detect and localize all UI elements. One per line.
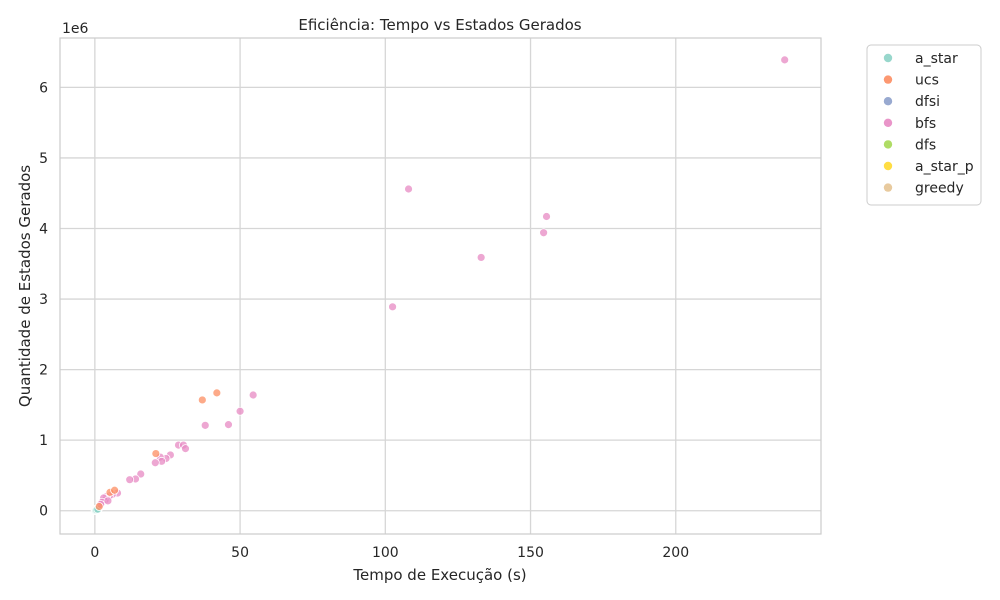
data-point-bfs xyxy=(200,420,210,430)
data-point-ucs xyxy=(94,502,104,511)
data-point-bfs xyxy=(235,406,245,416)
legend-frame xyxy=(866,44,982,206)
y-tick-label: 5 xyxy=(39,151,48,167)
x-tick-label: 50 xyxy=(231,545,249,561)
legend-label-bfs: bfs xyxy=(915,116,936,132)
legend-label-a_star: a_star xyxy=(915,51,958,67)
y-tick-label: 6 xyxy=(39,80,48,96)
legend-label-dfs: dfs xyxy=(915,137,936,153)
x-tick-label: 0 xyxy=(90,545,99,561)
data-point-bfs xyxy=(224,420,233,430)
x-tick-label: 150 xyxy=(517,545,544,561)
y-tick-label: 0 xyxy=(39,504,48,520)
data-point-ucs xyxy=(197,395,207,405)
legend-label-ucs: ucs xyxy=(915,73,939,89)
data-point-ucs xyxy=(110,485,120,495)
x-tick-label: 200 xyxy=(662,545,689,561)
data-point-bfs xyxy=(125,475,135,485)
legend-marker-ucs xyxy=(883,75,893,84)
legend-label-a_star_p: a_star_p xyxy=(915,159,974,175)
legend-marker-bfs xyxy=(883,118,893,128)
chart-title: Eficiência: Tempo vs Estados Gerados xyxy=(298,16,581,34)
data-point-bfs xyxy=(476,253,486,262)
x-axis-label: Tempo de Execução (s) xyxy=(352,566,526,584)
data-point-bfs xyxy=(181,444,190,454)
x-tick-label: 100 xyxy=(372,545,399,561)
plot-area-frame xyxy=(59,37,822,535)
grid xyxy=(60,38,821,534)
y-axis-scale-label: 1e6 xyxy=(62,21,89,37)
data-points xyxy=(90,55,790,516)
data-point-bfs xyxy=(150,458,160,468)
legend-marker-greedy xyxy=(883,183,893,192)
legend-label-dfsi: dfsi xyxy=(915,94,940,110)
legend-label-greedy: greedy xyxy=(915,181,964,197)
y-tick-label: 2 xyxy=(39,363,48,379)
legend-marker-dfs xyxy=(883,140,893,149)
data-point-bfs xyxy=(103,496,113,506)
data-point-bfs xyxy=(780,55,790,65)
y-tick-label: 1 xyxy=(39,433,48,449)
legend-marker-a_star xyxy=(883,53,893,63)
data-point-bfs xyxy=(542,212,551,221)
y-tick-label: 3 xyxy=(39,292,48,308)
data-point-bfs xyxy=(404,184,413,194)
data-point-bfs xyxy=(248,390,258,400)
data-point-ucs xyxy=(151,449,161,458)
legend-marker-a_star_p xyxy=(883,161,893,171)
axis-ticks: 0 50 100 150 200 0 1 2 3 4 5 6 xyxy=(39,80,689,561)
legend-marker-dfsi xyxy=(883,97,893,106)
y-axis-label: Quantidade de Estados Gerados xyxy=(16,165,34,407)
data-point-bfs xyxy=(539,228,549,238)
data-point-bfs xyxy=(388,302,397,312)
y-tick-label: 4 xyxy=(39,221,48,237)
data-point-ucs xyxy=(212,388,222,398)
